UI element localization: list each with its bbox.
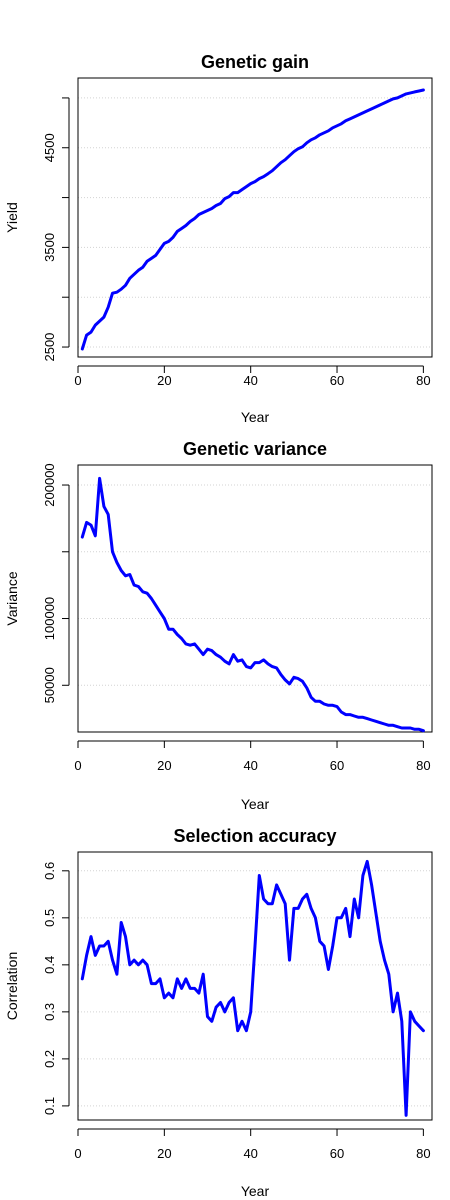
x-tick-label: 60 [330, 758, 344, 773]
y-tick-label: 3500 [42, 233, 57, 262]
plot-frame [77, 464, 433, 733]
x-tick-label: 40 [243, 373, 257, 388]
x-tick-label: 60 [330, 1146, 344, 1161]
chart-panel-2: Genetic variance 0 20 40 60 80 Year 50000 100000… [4, 439, 433, 812]
y-tick-label: 0.4 [42, 956, 57, 974]
x-tick-label: 80 [416, 373, 430, 388]
x-tick-label: 80 [416, 758, 430, 773]
x-tick-label: 40 [243, 1146, 257, 1161]
x-tick-label: 0 [74, 758, 81, 773]
y-axis-label: Variance [4, 571, 20, 625]
y-tick-label: 200000 [42, 463, 57, 506]
x-tick-label: 0 [74, 1146, 81, 1161]
y-tick-label: 0.2 [42, 1050, 57, 1068]
x-tick-label: 40 [243, 758, 257, 773]
x-tick-label: 0 [74, 373, 81, 388]
chart-title: Genetic variance [183, 439, 327, 459]
x-tick-label: 20 [157, 758, 171, 773]
x-tick-label: 80 [416, 1146, 430, 1161]
y-tick-label: 0.1 [42, 1097, 57, 1115]
x-axis-label: Year [241, 409, 270, 425]
x-axis-label: Year [241, 1183, 270, 1199]
series-line [80, 476, 425, 733]
chart-panel-3: Selection accuracy 0 20 40 60 80 Year 0.1 0.2 0.3… [4, 826, 433, 1199]
y-tick-label: 4500 [42, 133, 57, 162]
chart-title: Genetic gain [201, 52, 309, 72]
y-tick-label: 2500 [42, 333, 57, 362]
series-line [80, 88, 425, 351]
x-tick-label: 20 [157, 373, 171, 388]
plot-frame [77, 77, 433, 358]
x-axis-label: Year [241, 796, 270, 812]
y-tick-label: 0.6 [42, 862, 57, 880]
y-axis-label: Yield [4, 202, 20, 233]
chart-title: Selection accuracy [173, 826, 336, 846]
series-line [80, 859, 425, 1117]
y-tick-label: 50000 [42, 667, 57, 703]
x-tick-label: 60 [330, 373, 344, 388]
y-tick-label: 100000 [42, 597, 57, 640]
plot-frame [77, 851, 433, 1121]
chart-panel-1: Genetic gain 0 20 40 60 80 Year 2500 3500 4500 Yie… [4, 52, 433, 425]
y-tick-label: 0.5 [42, 909, 57, 927]
x-tick-label: 20 [157, 1146, 171, 1161]
y-tick-label: 0.3 [42, 1003, 57, 1021]
y-axis-label: Correlation [4, 952, 20, 1020]
